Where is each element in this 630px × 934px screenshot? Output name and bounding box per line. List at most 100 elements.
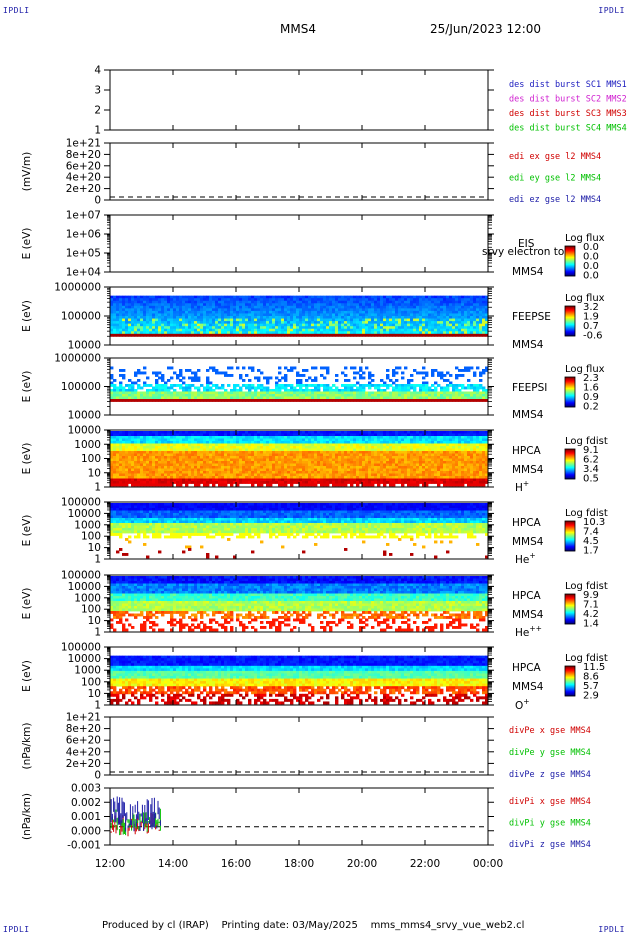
- heatmap-cell: [194, 451, 198, 454]
- heatmap-cell: [149, 476, 153, 479]
- heatmap-cell: [317, 391, 321, 395]
- heatmap-cell: [404, 308, 408, 312]
- heatmap-cell: [203, 399, 207, 402]
- heatmap-cell: [209, 456, 213, 459]
- heatmap-cell: [317, 453, 321, 457]
- heatmap-cell: [476, 331, 480, 335]
- heatmap-cell: [356, 396, 360, 400]
- heatmap-cell: [122, 321, 126, 325]
- heatmap-cell: [143, 441, 147, 444]
- heatmap-cell: [170, 331, 174, 335]
- heatmap-cell: [221, 468, 225, 472]
- heatmap-cell: [155, 298, 159, 302]
- heatmap-cell: [275, 466, 279, 469]
- heatmap-cell: [350, 389, 354, 392]
- heatmap-cell: [470, 396, 474, 400]
- heatmap-cell: [437, 300, 441, 304]
- heatmap-cell: [179, 310, 183, 314]
- heatmap-cell: [389, 308, 393, 312]
- heatmap-cell: [203, 323, 207, 327]
- heatmap-cell: [338, 313, 342, 317]
- heatmap-cell: [194, 298, 198, 302]
- heatmap-cell: [281, 305, 285, 309]
- heatmap-cell: [272, 456, 276, 459]
- heatmap-cell: [434, 295, 438, 299]
- heatmap-cell: [188, 386, 192, 390]
- heatmap-cell: [269, 463, 273, 467]
- heatmap-cell: [143, 446, 147, 449]
- heatmap-cell: [128, 313, 132, 317]
- heatmap-cell: [191, 396, 195, 400]
- heatmap-cell: [431, 374, 435, 377]
- heatmap-cell: [161, 468, 165, 472]
- heatmap-cell: [221, 298, 225, 302]
- heatmap-cell: [476, 308, 480, 312]
- heatmap-cell: [323, 300, 327, 304]
- heatmap-cell: [443, 326, 447, 330]
- heatmap-cell: [281, 376, 285, 380]
- heatmap-cell: [128, 478, 132, 482]
- heatmap-cell: [485, 305, 489, 309]
- heatmap-cell: [233, 323, 237, 327]
- heatmap-cell: [209, 310, 213, 314]
- heatmap-cell: [449, 295, 453, 299]
- heatmap-cell: [284, 298, 288, 302]
- heatmap-cell: [197, 305, 201, 309]
- heatmap-cell: [299, 379, 303, 382]
- heatmap-cell: [206, 369, 210, 372]
- heatmap-cell: [209, 461, 213, 464]
- heatmap-cell: [428, 333, 432, 337]
- heatmap-cell: [359, 391, 363, 395]
- heatmap-cell: [410, 305, 414, 309]
- heatmap-cell: [146, 300, 150, 304]
- heatmap-cell: [146, 394, 150, 397]
- heatmap-cell: [374, 321, 378, 325]
- heatmap-cell: [128, 481, 132, 484]
- heatmap-cell: [416, 394, 420, 397]
- heatmap-cell: [227, 318, 231, 322]
- heatmap-cell: [233, 446, 237, 449]
- heatmap-cell: [302, 473, 306, 477]
- heatmap-cell: [215, 303, 219, 307]
- heatmap-cell: [146, 446, 150, 449]
- colorbar-swatch: [565, 391, 575, 393]
- ytick-label-3: 4: [94, 65, 101, 77]
- heatmap-cell: [152, 443, 156, 447]
- heatmap-cell: [323, 384, 327, 387]
- heatmap-cell: [356, 310, 360, 314]
- heatmap-cell: [323, 468, 327, 472]
- heatmap-cell: [182, 376, 186, 380]
- heatmap-cell: [422, 366, 426, 370]
- heatmap-cell: [467, 303, 471, 307]
- heatmap-cell: [125, 391, 129, 395]
- heatmap-cell: [422, 303, 426, 307]
- heatmap-cell: [275, 446, 279, 449]
- heatmap-cell: [377, 386, 381, 390]
- heatmap-cell: [389, 333, 393, 337]
- heatmap-cell: [110, 463, 114, 467]
- heatmap-cell: [479, 326, 483, 330]
- heatmap-cell: [230, 305, 234, 309]
- heatmap-cell: [467, 399, 471, 402]
- heatmap-cell: [110, 313, 114, 317]
- heatmap-cell: [359, 394, 363, 397]
- heatmap-cell: [158, 463, 162, 467]
- heatmap-cell: [269, 476, 273, 479]
- heatmap-cell: [380, 305, 384, 309]
- heatmap-cell: [179, 295, 183, 299]
- heatmap-cell: [164, 441, 168, 444]
- heatmap-cell: [257, 323, 261, 327]
- heatmap-cell: [194, 303, 198, 307]
- heatmap-cell: [215, 438, 219, 442]
- heatmap-cell: [155, 313, 159, 317]
- heatmap-cell: [185, 431, 189, 434]
- heatmap-cell: [422, 376, 426, 380]
- heatmap-cell: [464, 295, 468, 299]
- heatmap-cell: [365, 298, 369, 302]
- heatmap-cell: [461, 313, 465, 317]
- heatmap-cell: [143, 431, 147, 434]
- heatmap-cell: [275, 458, 279, 462]
- heatmap-cell: [308, 316, 312, 319]
- colorbar-swatch: [565, 308, 575, 310]
- heatmap-cell: [425, 305, 429, 309]
